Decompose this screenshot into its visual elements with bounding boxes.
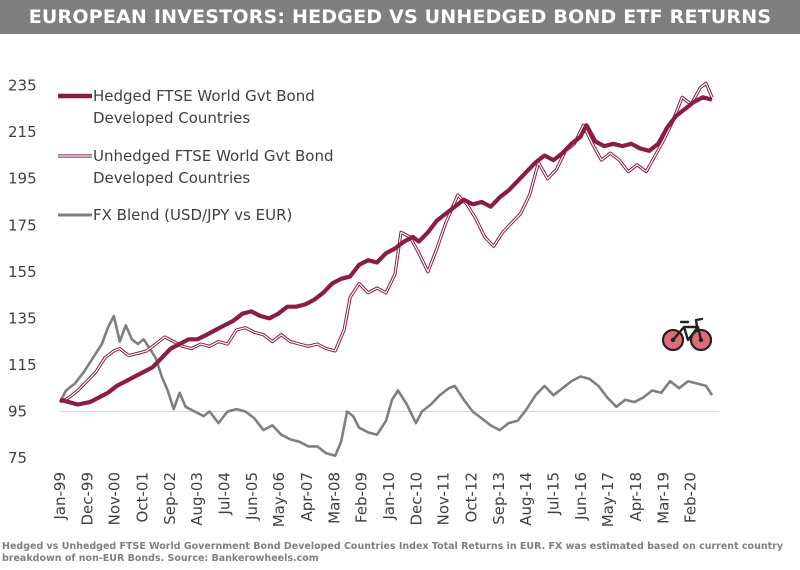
x-tick-label: Jul-04 (216, 472, 234, 516)
x-tick-label: Dec-10 (408, 472, 426, 526)
legend-label: Hedged FTSE World Gvt Bond (93, 87, 315, 105)
x-tick-label: Mar-08 (325, 472, 343, 524)
y-tick-label: 195 (8, 170, 37, 188)
legend-item: Hedged FTSE World Gvt Bond Developed Coun… (58, 87, 315, 127)
series-line-fx-blend (58, 314, 714, 457)
series-layer (58, 81, 714, 457)
y-tick-label: 115 (8, 356, 37, 374)
legend-label: FX Blend (USD/JPY vs EUR) (93, 206, 292, 224)
legend-label: Developed Countries (93, 169, 250, 187)
y-tick-label: 75 (8, 449, 27, 467)
y-tick-label: 215 (8, 123, 37, 141)
bicycle-icon (661, 317, 713, 352)
plot-area: 75 95 115 135 155 175 195 215 235 Jan-99 Dec-99 Nov… (8, 77, 718, 527)
x-tick-label: Nov-00 (106, 472, 124, 525)
x-tick-label: May-17 (599, 472, 617, 527)
y-tick-label: 235 (8, 77, 37, 95)
legend-item: Unhedged FTSE World Gvt Bond Developed Co… (58, 147, 333, 187)
series-line-hedged (59, 95, 713, 407)
x-tick-label: Feb-20 (681, 472, 699, 523)
series-line-unhedged-inner (59, 82, 713, 403)
chart-title: EUROPEAN INVESTORS: HEDGED VS UNHEDGED B… (28, 6, 772, 28)
x-tick-label: Aug-14 (517, 472, 535, 526)
legend-label: Developed Countries (93, 109, 250, 127)
y-tick-label: 135 (8, 309, 37, 327)
x-tick-label: Sep-02 (161, 472, 179, 525)
x-tick-label: Dec-99 (79, 472, 97, 526)
x-tick-label: Sep-13 (490, 472, 508, 525)
x-tick-label: Jun-16 (572, 472, 590, 521)
x-tick-label: May-06 (270, 472, 288, 527)
x-tick-label: Jan-10 (380, 472, 398, 521)
legend: Hedged FTSE World Gvt Bond Developed Coun… (58, 87, 333, 224)
source-footnote: Hedged vs Unhedged FTSE World Government… (2, 541, 784, 564)
y-tick-label: 95 (8, 402, 27, 420)
line-chart: 75 95 115 135 155 175 195 215 235 Jan-99 Dec-99 Nov… (8, 77, 718, 527)
y-tick-label: 155 (8, 263, 37, 281)
series-line-unhedged (59, 81, 714, 404)
y-tick-label: 175 (8, 216, 37, 234)
x-tick-label: Apr-18 (627, 472, 645, 522)
x-tick-label: Oct-01 (133, 472, 151, 522)
title-bar: EUROPEAN INVESTORS: HEDGED VS UNHEDGED B… (0, 0, 800, 34)
x-tick-label: Mar-19 (654, 472, 672, 524)
legend-item: FX Blend (USD/JPY vs EUR) (58, 206, 292, 224)
x-tick-label: Nov-11 (435, 472, 453, 525)
x-tick-label: Jan-99 (51, 472, 69, 521)
x-tick-label: Jun-05 (243, 472, 261, 521)
legend-label: Unhedged FTSE World Gvt Bond (93, 147, 333, 165)
x-tick-label: Feb-09 (352, 472, 370, 523)
x-tick-label: Oct-12 (462, 472, 480, 522)
x-tick-label: Jul-15 (545, 472, 563, 516)
x-tick-label: Aug-03 (188, 472, 206, 526)
x-tick-label: Apr-07 (298, 472, 316, 522)
